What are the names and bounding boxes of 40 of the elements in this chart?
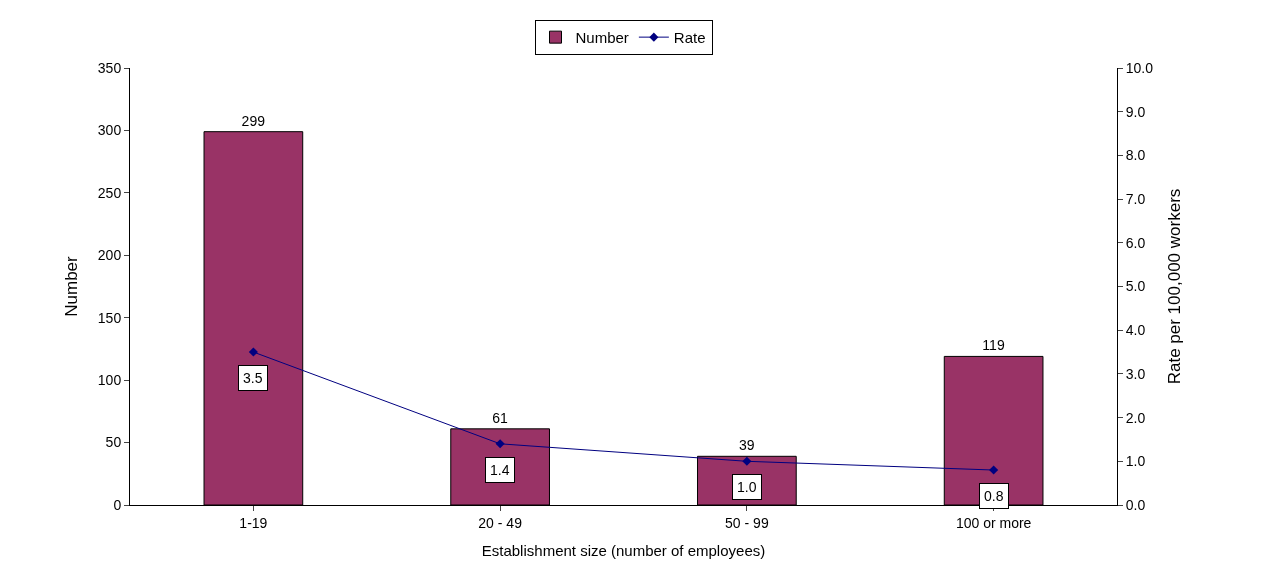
y2-tick-label: 7.0 xyxy=(1125,191,1146,207)
y2-tick-label: 0.0 xyxy=(1125,496,1146,513)
y2-tick-label: 4.0 xyxy=(1125,322,1146,339)
data-label: 1.4 xyxy=(490,462,510,478)
y-tick-label: 50 xyxy=(105,434,122,451)
y-tick-label: 250 xyxy=(97,184,122,201)
y2-tick-label: 8.0 xyxy=(1125,147,1146,164)
y-tick-label: 300 xyxy=(97,122,122,139)
x-tick-label: 50 - 99 xyxy=(725,514,769,531)
y-tick-label: 100 xyxy=(97,372,122,389)
y2-tick-label: 2.0 xyxy=(1125,409,1146,426)
y2-tick-label: 1.0 xyxy=(1125,453,1146,470)
x-tick-label: 1-19 xyxy=(239,514,268,531)
data-label: 3.5 xyxy=(243,370,263,386)
data-label: 299 xyxy=(241,112,266,129)
y2-tick-label: 6.0 xyxy=(1125,234,1146,251)
data-label: 61 xyxy=(492,409,509,426)
point xyxy=(248,347,258,357)
x-tick-label: 100 or more xyxy=(955,514,1032,531)
x-axis-title: Establishment size (number of employees) xyxy=(481,541,766,559)
data-label: 39 xyxy=(738,437,755,454)
y-tick-label: 200 xyxy=(97,247,122,264)
x-tick-label: 20 - 49 xyxy=(478,514,523,531)
y2-tick-label: 3.0 xyxy=(1125,365,1146,382)
y2-axis-title: Rate per 100,000 workers xyxy=(1164,188,1184,385)
data-label: 119 xyxy=(982,337,1005,354)
data-label: 1.0 xyxy=(737,479,757,495)
point xyxy=(742,456,752,466)
point xyxy=(495,439,505,449)
data-label: 0.8 xyxy=(984,488,1004,504)
y-axis-title: Number xyxy=(62,255,82,317)
legend-label: Rate xyxy=(673,28,706,46)
y-tick-label: 0 xyxy=(113,496,122,513)
y-tick-label: 150 xyxy=(97,309,122,326)
y2-tick-label: 9.0 xyxy=(1125,103,1146,120)
y-tick-label: 350 xyxy=(97,59,122,76)
legend-label: Number xyxy=(575,28,629,46)
y2-tick-label: 10.0 xyxy=(1125,59,1154,76)
point xyxy=(989,465,999,475)
y2-tick-label: 5.0 xyxy=(1125,278,1146,295)
